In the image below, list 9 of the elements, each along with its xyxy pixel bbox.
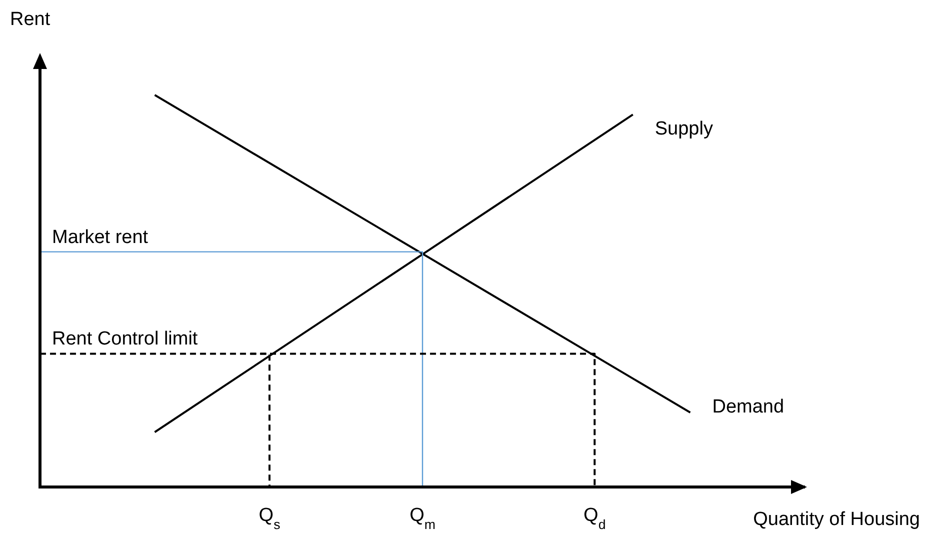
series-label: Supply <box>654 118 714 140</box>
series-label: Market rent <box>52 226 149 248</box>
x-tick-label: Q$_{d}$ <box>584 505 606 532</box>
series-label: Demand <box>712 396 784 418</box>
series-label: Rent Control limit <box>52 328 198 350</box>
x-tick-label: Q$_{s}$ <box>258 505 281 532</box>
y-axis-title: Rent <box>10 9 51 30</box>
x-axis-title: Quantity of Housing <box>753 509 920 530</box>
x-tick-label: Q$_{m}$ <box>410 505 436 532</box>
